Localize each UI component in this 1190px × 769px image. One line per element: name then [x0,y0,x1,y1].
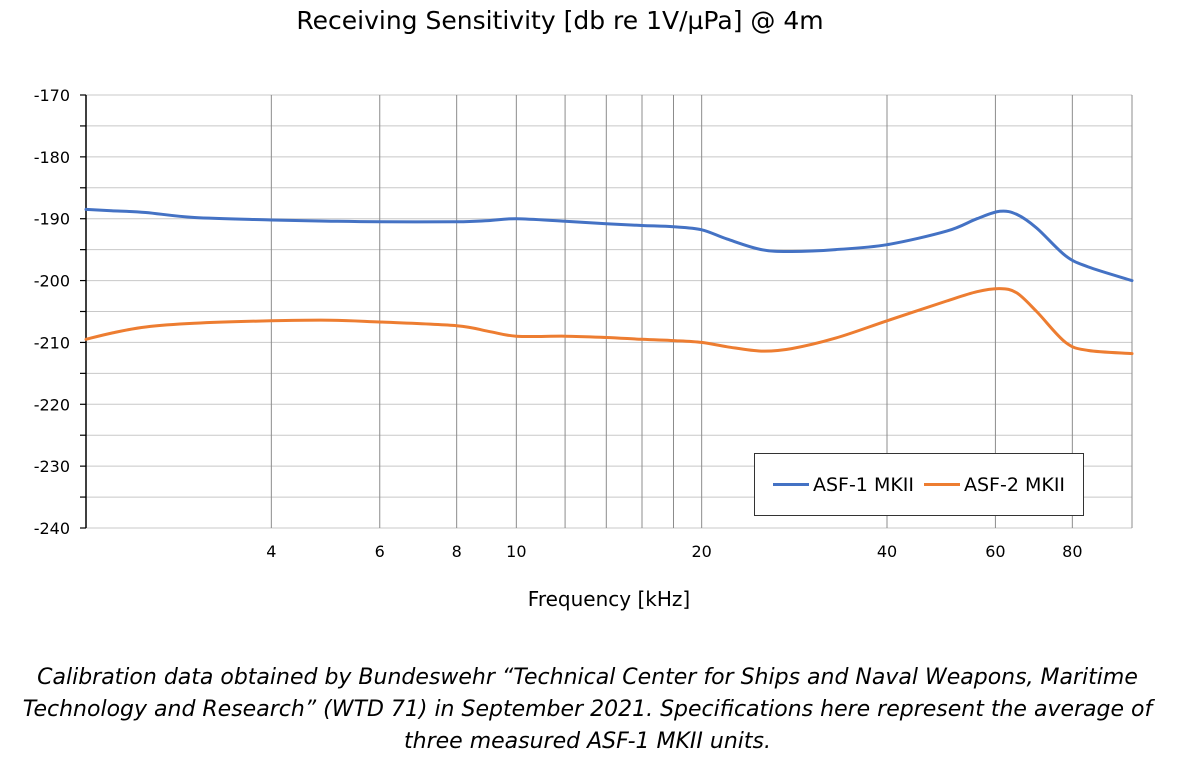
x-tick-label: 60 [985,542,1005,561]
chart-svg: -170 -180 -190 -200 -210 -220 -230 -240 4 6 8 10 20 4… [34,86,1134,611]
grid-layer [86,94,1133,529]
legend-swatch-asf2 [924,483,960,486]
axes-layer [80,94,87,529]
y-tick-label: -200 [34,272,70,291]
legend-entry-asf1: ASF-1 MKII [772,473,914,496]
chart-title: Receiving Sensitivity [db re 1V/µPa] @ 4… [296,6,824,35]
label-layer: -170 -180 -190 -200 -210 -220 -230 -240 4 6 8 10 20 4… [34,86,1083,561]
y-tick-label: -210 [34,333,70,352]
y-tick-label: -240 [34,519,70,538]
legend-swatch-asf1 [772,483,809,486]
x-tick-label: 4 [266,542,276,561]
legend-label-asf2: ASF-2 MKII [964,473,1066,496]
y-tick-label: -230 [34,457,70,476]
legend-entry-asf2: ASF-2 MKII [924,474,1065,496]
series-layer [84,207,1134,356]
y-tick-label: -220 [34,395,70,414]
legend-label-asf1: ASF-1 MKII [812,473,914,496]
y-tick-label: -180 [34,148,70,167]
legend: ASF-1 MKII ASF-2 MKII [754,453,1084,516]
x-tick-label: 6 [375,542,385,561]
x-tick-label: 80 [1062,542,1082,561]
caption: Calibration data obtained by Bundeswehr … [22,665,1153,754]
series-line-asf2 [84,287,1134,356]
x-tick-label: 10 [506,542,526,561]
y-tick-label: -190 [34,210,70,229]
x-tick-label: 40 [877,542,897,561]
series-line-asf1 [84,207,1134,283]
x-tick-label: 8 [452,542,462,561]
x-axis-label: Frequency [kHz] [528,587,690,611]
y-tick-label: -170 [34,86,70,105]
x-tick-label: 20 [691,542,711,561]
